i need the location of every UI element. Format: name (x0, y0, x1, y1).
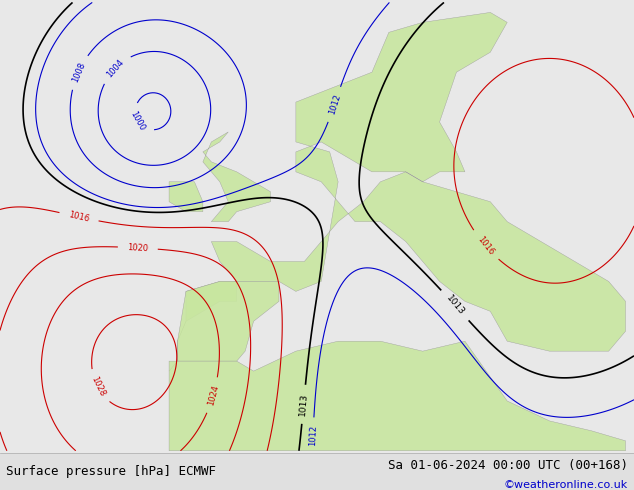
Text: ©weatheronline.co.uk: ©weatheronline.co.uk (503, 480, 628, 490)
Text: 1020: 1020 (127, 243, 148, 253)
Polygon shape (169, 182, 203, 212)
Text: 1013: 1013 (298, 392, 309, 416)
Polygon shape (178, 281, 279, 361)
Text: 1016: 1016 (68, 210, 90, 223)
Text: 1028: 1028 (89, 375, 107, 398)
Text: 1000: 1000 (129, 109, 147, 132)
Text: 1012: 1012 (308, 425, 318, 446)
Text: Surface pressure [hPa] ECMWF: Surface pressure [hPa] ECMWF (6, 465, 216, 478)
Polygon shape (169, 12, 626, 371)
Text: 1012: 1012 (327, 93, 342, 116)
Text: 1024: 1024 (206, 384, 220, 407)
Text: 1013: 1013 (444, 294, 466, 317)
Text: 1016: 1016 (475, 234, 495, 256)
Polygon shape (203, 132, 271, 221)
Text: 1008: 1008 (70, 61, 87, 84)
Text: 1004: 1004 (105, 58, 126, 79)
Polygon shape (169, 341, 626, 451)
Text: Sa 01-06-2024 00:00 UTC (00+168): Sa 01-06-2024 00:00 UTC (00+168) (387, 459, 628, 472)
